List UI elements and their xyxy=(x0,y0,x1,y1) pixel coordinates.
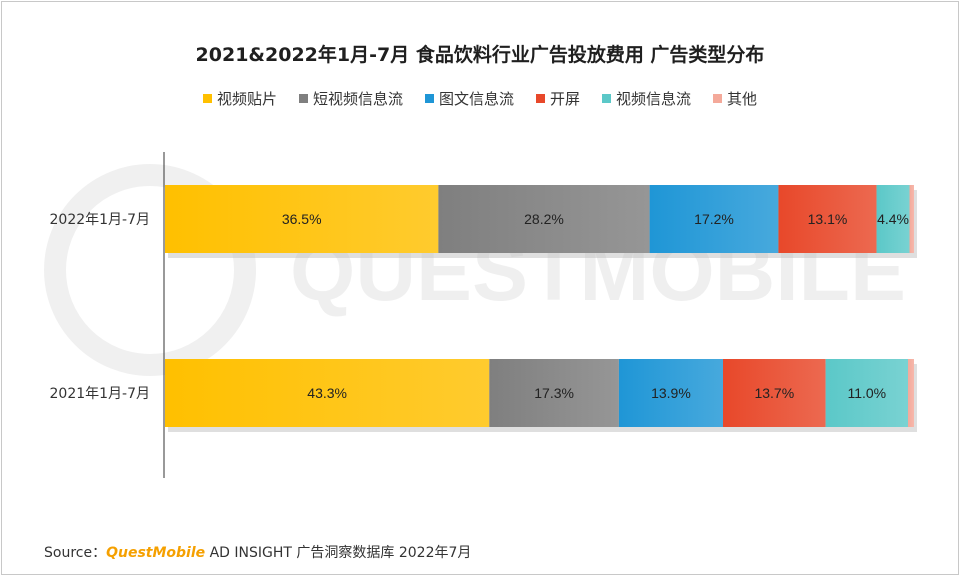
legend: 视频贴片 短视频信息流 图文信息流 开屏 视频信息流 其他 xyxy=(0,88,960,109)
data-label-0-3: 13.1% xyxy=(808,211,848,227)
source-note: Source：QuestMobile AD INSIGHT 广告洞察数据库 20… xyxy=(44,542,471,562)
bar-segment-0-0 xyxy=(165,185,439,253)
legend-swatch-0 xyxy=(202,94,212,103)
bar-segment-0-3 xyxy=(778,185,877,253)
bar-segment-1-1 xyxy=(489,359,619,427)
bar-segment-1-2 xyxy=(618,359,724,427)
legend-label-0: 视频贴片 xyxy=(216,90,277,108)
legend-swatch-5 xyxy=(713,94,723,103)
data-label-1-4: 11.0% xyxy=(847,385,886,401)
legend-label-5: 其他 xyxy=(727,90,758,108)
chart-title: 2021&2022年1月-7月 食品饮料行业广告投放费用 广告类型分布 xyxy=(195,44,765,66)
legend-item-2: 图文信息流 xyxy=(424,88,514,109)
category-label-0: 2022年1月-7月 xyxy=(50,212,151,228)
legend-label-2: 图文信息流 xyxy=(438,90,514,108)
legend-swatch-3 xyxy=(536,94,545,103)
bar-segment-0-5 xyxy=(909,185,914,253)
data-label-0-2: 17.2% xyxy=(694,211,734,227)
bar-segment-0-4 xyxy=(876,185,910,253)
data-label-1-0: 43.3% xyxy=(307,385,347,401)
data-label-1-2: 13.9% xyxy=(651,385,691,401)
bar-segment-0-2 xyxy=(649,185,779,253)
data-label-1-3: 13.7% xyxy=(754,385,794,401)
legend-label-4: 视频信息流 xyxy=(616,90,692,108)
data-label-0-0: 36.5% xyxy=(282,211,322,227)
legend-item-0: 视频贴片 xyxy=(202,88,277,109)
legend-swatch-2 xyxy=(424,94,434,103)
legend-swatch-1 xyxy=(298,94,308,103)
source-text: AD INSIGHT 广告洞察数据库 2022年7月 xyxy=(205,545,472,561)
legend-item-4: 视频信息流 xyxy=(602,88,691,109)
bar-segment-1-4 xyxy=(825,359,909,427)
data-label-0-1: 28.2% xyxy=(524,211,564,227)
bar-segment-1-3 xyxy=(723,359,826,427)
legend-label-1: 短视频信息流 xyxy=(312,90,403,108)
data-label-1-1: 17.3% xyxy=(534,385,574,401)
legend-item-5: 其他 xyxy=(713,88,757,109)
bar-segment-0-1 xyxy=(438,185,650,253)
data-label-0-4: 4.4% xyxy=(877,211,909,227)
legend-item-3: 开屏 xyxy=(536,88,580,109)
source-brand: QuestMobile xyxy=(106,545,206,561)
legend-item-1: 短视频信息流 xyxy=(298,88,403,109)
bar-segment-1-5 xyxy=(908,359,914,427)
bar-segment-1-0 xyxy=(165,359,490,427)
legend-swatch-4 xyxy=(602,94,612,103)
category-label-1: 2021年1月-7月 xyxy=(50,386,151,402)
legend-label-3: 开屏 xyxy=(550,90,581,108)
source-prefix: Source： xyxy=(44,545,107,561)
